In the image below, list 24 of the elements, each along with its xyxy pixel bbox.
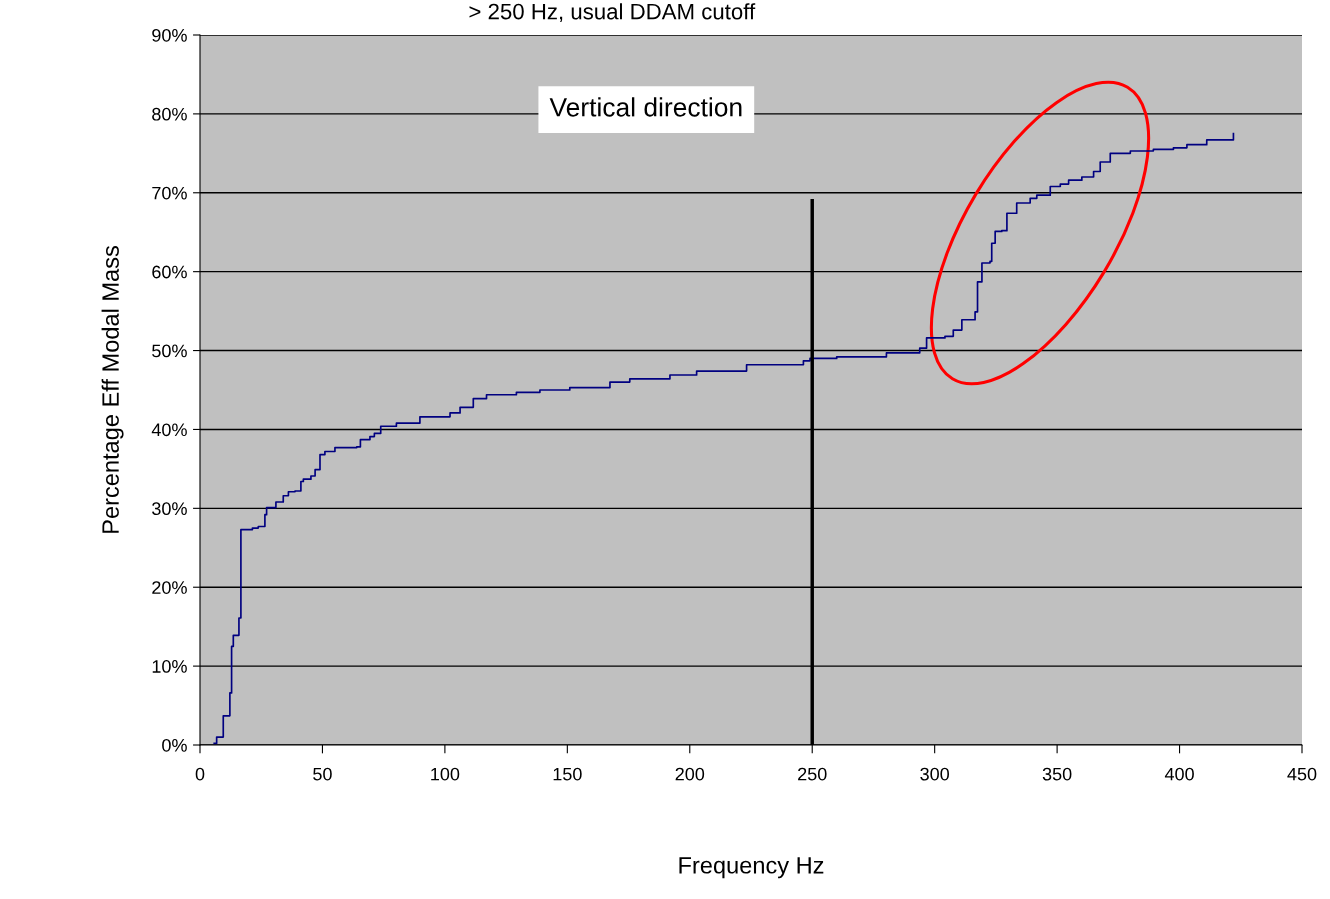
x-tick-label: 250 xyxy=(798,767,827,781)
y-tick-label: 70% xyxy=(152,186,187,200)
y-axis-title: Percentage Eff Modal Mass xyxy=(101,246,124,533)
x-tick-label: 400 xyxy=(1164,767,1194,781)
x-tick-label: 300 xyxy=(920,767,950,781)
x-tick-label: 150 xyxy=(553,767,582,781)
chart-title: > 250 Hz, usual DDAM cutoff xyxy=(469,3,756,23)
y-tick-label: 40% xyxy=(151,423,187,437)
y-tick-label: 10% xyxy=(152,660,187,673)
y-tick-label: 90% xyxy=(152,28,187,42)
y-tick-label: 60% xyxy=(152,265,187,279)
y-tick-label: 50% xyxy=(152,344,187,358)
y-tick-label: 0% xyxy=(162,738,187,752)
y-tick-label: 80% xyxy=(152,107,187,121)
x-tick-label: 0 xyxy=(195,767,205,781)
annotation: Vertical direction xyxy=(549,97,742,117)
x-tick-label: 450 xyxy=(1287,767,1317,781)
x-axis-title: Frequency Hz xyxy=(679,857,824,879)
y-tick-label: 20% xyxy=(152,581,187,594)
x-tick-label: 100 xyxy=(431,767,460,781)
y-tick-label: 30% xyxy=(152,502,187,516)
x-tick-label: 50 xyxy=(313,767,332,781)
x-tick-label: 200 xyxy=(675,767,705,781)
x-tick-label: 350 xyxy=(1042,767,1072,781)
